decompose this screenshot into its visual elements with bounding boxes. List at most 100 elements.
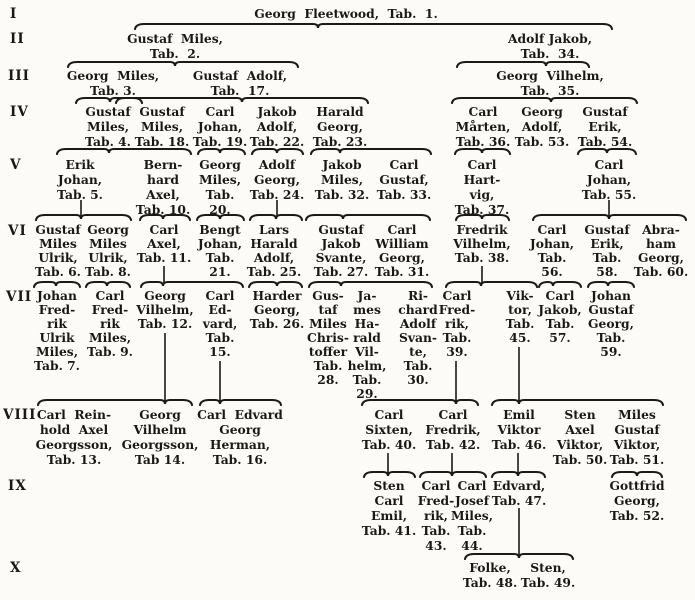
generation-label-X: X (10, 560, 22, 576)
generation-label-IX: IX (8, 478, 27, 494)
person-tab42: Carl Fredrik, Tab. 42. (425, 407, 481, 452)
person-tab48: Folke, Tab. 48. (462, 560, 518, 590)
descent-brace-tab6 (32, 280, 82, 289)
descent-brace-tab22 (250, 147, 305, 156)
generation-label-IV: IV (10, 104, 29, 120)
generation-label-V: V (10, 157, 22, 173)
descent-brace-tab34 (455, 60, 591, 69)
descent-brace-tab45 (490, 398, 665, 407)
person-tab36: Carl Mårten, Tab. 36. (455, 104, 511, 149)
descent-brace-tab1 (133, 22, 614, 31)
person-tab31: Carl William Georg, Tab. 31. (374, 222, 430, 279)
descent-brace-tab51 (610, 470, 664, 479)
descent-brace-tab40 (362, 470, 417, 479)
person-tab26: Harder Georg, Tab. 26. (249, 288, 305, 331)
descent-brace-tab5 (34, 213, 133, 222)
descent-brace-tab36 (453, 147, 512, 156)
person-tab34: Adolf Jakob, Tab. 34. (508, 31, 592, 61)
descent-brace-tab32 (304, 213, 432, 222)
descent-brace-tab17 (114, 96, 370, 105)
person-tab37: Carl Hart- vig, Tab. 37. (454, 157, 510, 217)
person-tab56: Carl Johan, Tab. 56. (529, 222, 575, 279)
person-tab41: Sten Carl Emil, Tab. 41. (361, 478, 417, 538)
descent-brace-tab56 (537, 280, 583, 289)
person-tab29: Ja- mes Ha- rald Vil- helm, Tab. 29. (347, 288, 387, 401)
person-tab30: Ri- chard Adolf Svan- te, Tab. 30. (398, 288, 438, 387)
person-tab9: Carl Fred- rik Miles, Tab. 9. (87, 288, 133, 359)
generation-label-I: I (10, 6, 18, 22)
person-tab46: Emil Viktor Tab. 46. (491, 407, 547, 452)
generation-label-VIII: VIII (3, 407, 37, 423)
person-tab40: Carl Sixten, Tab. 40. (361, 407, 417, 452)
person-tab45: Vik- tor, Tab. 45. (505, 288, 535, 345)
person-tab12: Georg Vilhelm, Tab. 12. (136, 288, 194, 331)
person-tab10: Bern- hard Axel, Tab. 10. (135, 157, 191, 217)
person-tab15: Carl Ed- vard, Tab. 15. (202, 288, 238, 359)
person-tab51: Miles Gustaf Viktor, Tab. 51. (609, 407, 665, 467)
person-tab54: Gustaf Erik, Tab. 54. (577, 104, 633, 149)
person-tab1: Georg Fleetwood, Tab. 1. (254, 6, 438, 21)
descent-brace-tab38 (444, 280, 539, 289)
person-tab55: Carl Johan, Tab. 55. (581, 157, 637, 202)
descent-brace-tab25 (247, 280, 304, 289)
person-tab52: Gottfrid Georg, Tab. 52. (609, 478, 665, 523)
generation-label-III: III (8, 68, 30, 84)
descent-brace-tab8 (84, 280, 132, 289)
descent-brace-tab58 (586, 280, 636, 289)
person-tab16: Carl Edvard Georg Herman, Tab. 16. (197, 407, 283, 467)
descent-brace-tab20 (195, 213, 246, 222)
descent-brace-tab4 (55, 147, 193, 156)
descent-brace-tab54 (576, 147, 638, 156)
person-tab27: Gustaf Jakob Svante, Tab. 27. (313, 222, 369, 279)
person-tab32: Jakob Miles, Tab. 32. (314, 157, 370, 202)
descent-brace-tab39 (360, 398, 480, 407)
person-tab24: Adolf Georg, Tab. 24. (249, 157, 305, 202)
person-tab47: Edvard, Tab. 47. (491, 478, 547, 508)
person-tab25: Lars Harald Adolf, Tab. 25. (246, 222, 302, 279)
generation-label-II: II (10, 31, 25, 47)
person-tab18: Gustaf Miles, Tab. 18. (134, 104, 190, 149)
descent-brace-tab47 (463, 552, 575, 561)
person-tab6: Gustaf Miles Ulrik, Tab. 6. (35, 222, 81, 279)
person-tab20: Georg Miles, Tab. 20. (199, 157, 241, 217)
person-tab23: Harald Georg, Tab. 23. (312, 104, 368, 149)
person-tab44: Carl Josef Miles, Tab. 44. (451, 478, 493, 553)
descent-brace-tab55 (531, 213, 688, 222)
descent-brace-tab15 (198, 398, 283, 407)
person-tab50: Sten Axel Viktor, Tab. 50. (552, 407, 608, 467)
descent-brace-tab27 (307, 280, 434, 289)
person-tab33: Carl Gustaf, Tab. 33. (376, 157, 432, 202)
descent-brace-tab37 (454, 213, 511, 222)
descent-brace-tab2 (66, 60, 300, 69)
descent-brace-tab35 (450, 96, 639, 105)
person-tab35: Georg Vilhelm, Tab. 35. (496, 68, 604, 98)
person-tab4: Gustaf Miles, Tab. 4. (85, 104, 131, 149)
descent-brace-tab23 (309, 147, 433, 156)
person-tab13: Carl Rein- hold Axel Georgsson, Tab. 13. (35, 407, 113, 467)
generation-label-VII: VII (6, 289, 33, 305)
descent-brace-tab11 (139, 280, 245, 289)
descent-brace-tab19 (196, 147, 247, 156)
person-tab38: Fredrik Vilhelm, Tab. 38. (453, 222, 511, 265)
person-tab59: Johan Gustaf Georg, Tab. 59. (588, 288, 634, 359)
person-tab28: Gus- taf Miles Chris- toffer Tab. 28. (307, 288, 349, 387)
person-tab19: Carl Johan, Tab. 19. (192, 104, 248, 149)
person-tab53: Georg Adolf, Tab. 53. (514, 104, 570, 149)
person-tab8: Georg Miles Ulrik, Tab. 8. (85, 222, 131, 279)
person-tab43: Carl Fred- rik, Tab. 43. (417, 478, 455, 553)
person-tab14: Georg Vilhelm Georgsson, Tab 14. (121, 407, 199, 467)
person-tab49: Sten, Tab. 49. (520, 560, 576, 590)
person-tab60: Abra- ham Georg, Tab. 60. (633, 222, 689, 279)
person-tab11: Carl Axel, Tab. 11. (136, 222, 192, 265)
person-tab2: Gustaf Miles, Tab. 2. (127, 31, 223, 61)
descent-brace-tab10 (138, 213, 192, 222)
person-tab17: Gustaf Adolf, Tab. 17. (192, 68, 288, 98)
person-tab57: Carl Jakob, Tab. 57. (538, 288, 582, 345)
generation-label-VI: VI (8, 223, 27, 239)
person-tab39: Carl Fred- rik, Tab. 39. (438, 288, 476, 359)
descent-brace-tab42 (418, 470, 488, 479)
descent-brace-tab24 (248, 213, 304, 222)
descent-brace-tab46 (490, 470, 547, 479)
